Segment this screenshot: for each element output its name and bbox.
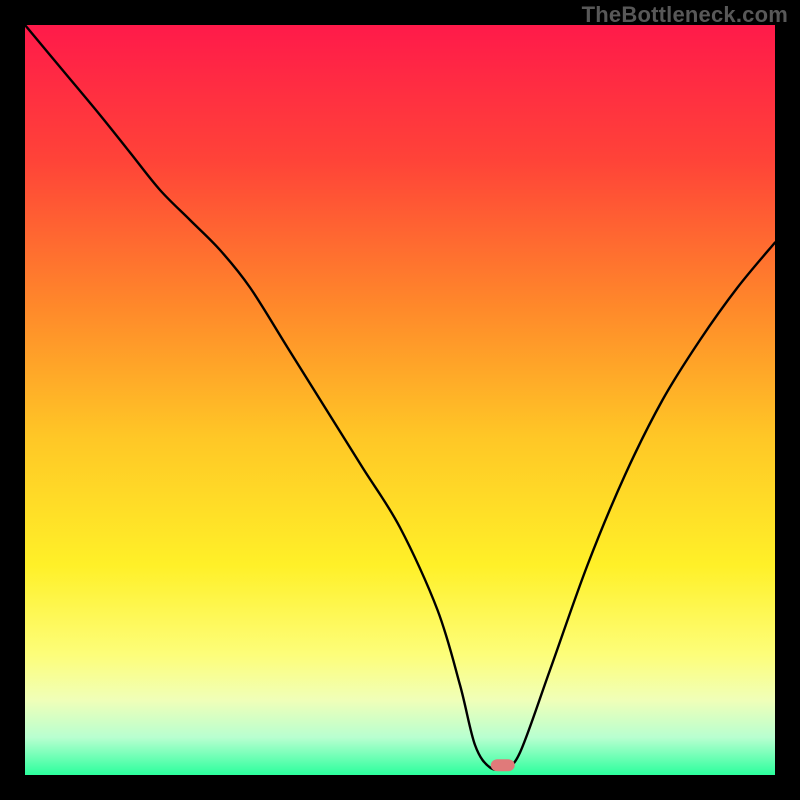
chart-frame: TheBottleneck.com	[0, 0, 800, 800]
optimal-point-marker	[491, 759, 515, 771]
plot-area	[25, 25, 775, 775]
chart-svg	[25, 25, 775, 775]
